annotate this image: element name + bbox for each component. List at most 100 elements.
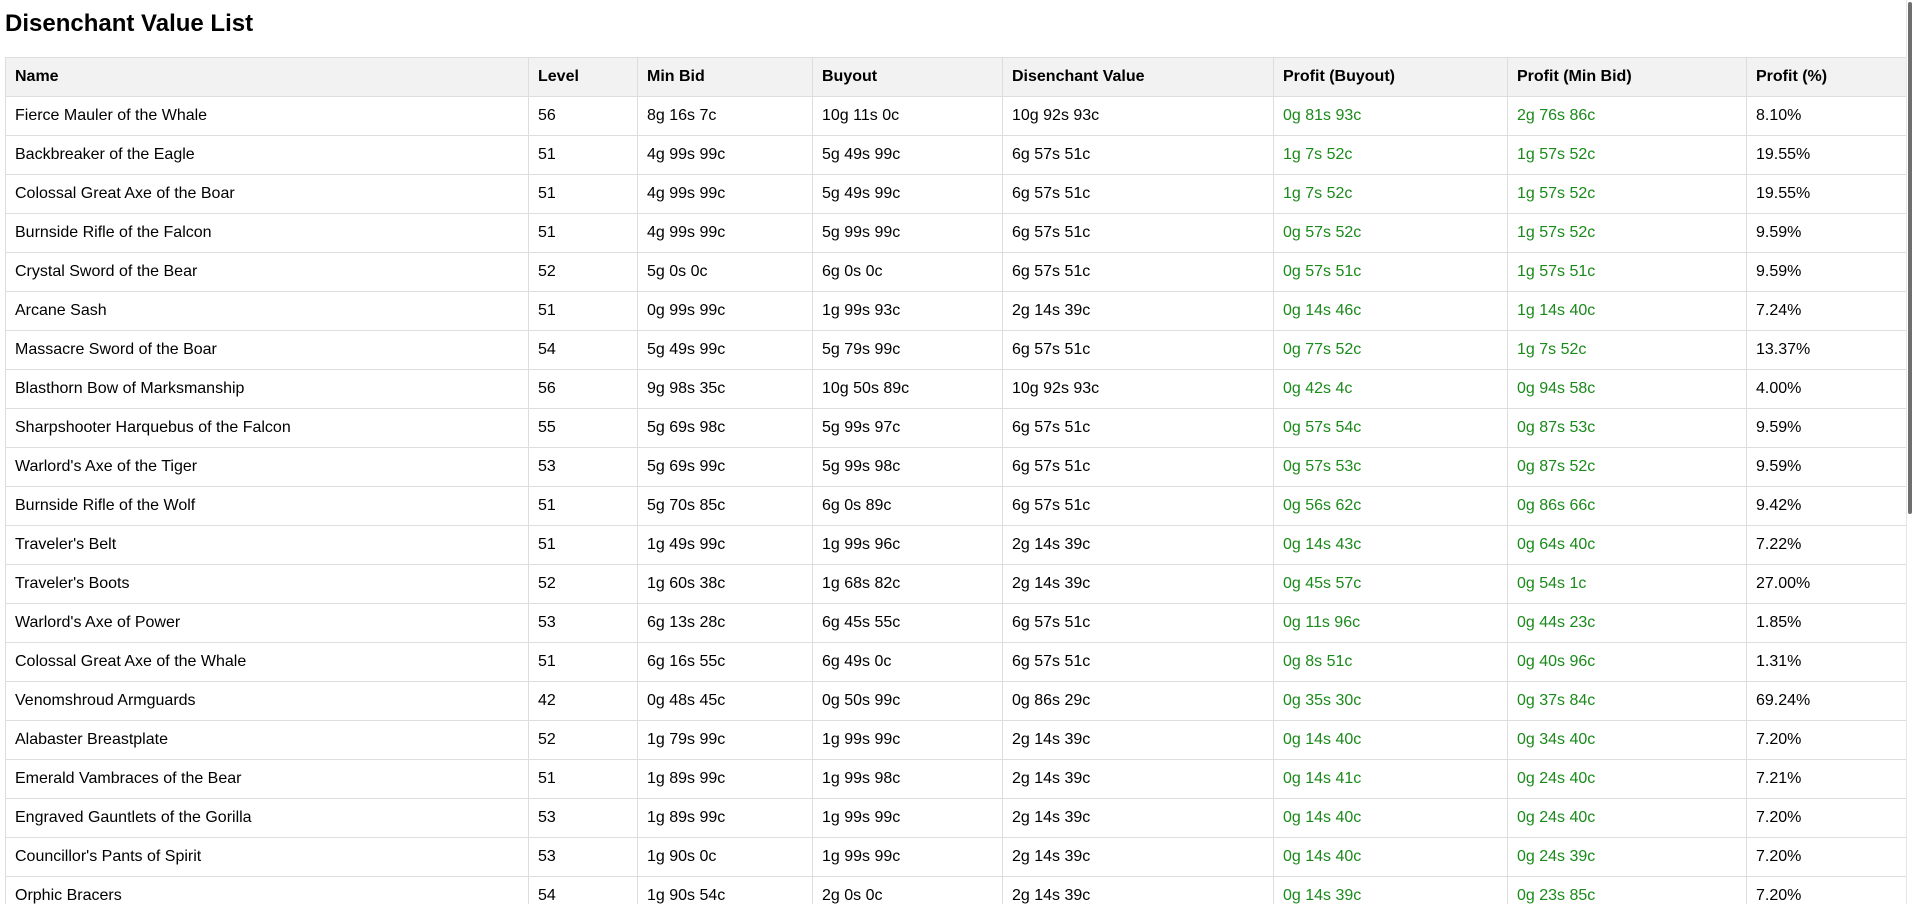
cell-buyout: 5g 99s 97c <box>812 408 1003 448</box>
disenchant-value-table: Name Level Min Bid Buyout Disenchant Val… <box>5 57 1908 904</box>
table-row[interactable]: Crystal Sword of the Bear 52 5g 0s 0c 6g 0s… <box>5 252 1908 292</box>
cell-min-bid: 1g 89s 99c <box>637 798 813 838</box>
table-row[interactable]: Arcane Sash 51 0g 99s 99c 1g 99s 93c 2g 14s … <box>5 291 1908 331</box>
cell-name: Alabaster Breastplate <box>5 720 529 760</box>
page-title: Disenchant Value List <box>5 10 254 37</box>
cell-profit-percent: 4.00% <box>1746 369 1908 409</box>
cell-min-bid: 6g 13s 28c <box>637 603 813 643</box>
cell-level: 51 <box>528 759 638 799</box>
cell-disenchant-value: 2g 14s 39c <box>1002 837 1274 877</box>
column-header-disenchant-value[interactable]: Disenchant Value <box>1002 57 1274 97</box>
cell-name: Burnside Rifle of the Falcon <box>5 213 529 253</box>
cell-name: Colossal Great Axe of the Whale <box>5 642 529 682</box>
cell-profit-buyout: 0g 35s 30c <box>1273 681 1508 721</box>
table-row[interactable]: Engraved Gauntlets of the Gorilla 53 1g 89… <box>5 798 1908 838</box>
cell-name: Warlord's Axe of Power <box>5 603 529 643</box>
scrollbar-thumb[interactable] <box>1908 2 1912 514</box>
cell-min-bid: 0g 99s 99c <box>637 291 813 331</box>
vertical-scrollbar[interactable] <box>1906 0 1915 904</box>
cell-profit-buyout: 0g 14s 39c <box>1273 876 1508 904</box>
table-row[interactable]: Traveler's Belt 51 1g 49s 99c 1g 99s 96c 2g … <box>5 525 1908 565</box>
table-row[interactable]: Backbreaker of the Eagle 51 4g 99s 99c 5g 4… <box>5 135 1908 175</box>
cell-profit-percent: 9.59% <box>1746 252 1908 292</box>
table-row[interactable]: Colossal Great Axe of the Whale 51 6g 16s … <box>5 642 1908 682</box>
cell-disenchant-value: 2g 14s 39c <box>1002 759 1274 799</box>
cell-profit-percent: 9.59% <box>1746 408 1908 448</box>
table-row[interactable]: Councillor's Pants of Spirit 53 1g 90s 0c 1… <box>5 837 1908 877</box>
cell-disenchant-value: 2g 14s 39c <box>1002 291 1274 331</box>
cell-level: 54 <box>528 876 638 904</box>
cell-profit-percent: 1.31% <box>1746 642 1908 682</box>
table-row[interactable]: Colossal Great Axe of the Boar 51 4g 99s 9… <box>5 174 1908 214</box>
cell-buyout: 10g 50s 89c <box>812 369 1003 409</box>
table-row[interactable]: Burnside Rifle of the Wolf 51 5g 70s 85c 6g… <box>5 486 1908 526</box>
cell-profit-buyout: 0g 57s 53c <box>1273 447 1508 487</box>
cell-buyout: 1g 99s 99c <box>812 720 1003 760</box>
cell-buyout: 5g 49s 99c <box>812 135 1003 175</box>
table-row[interactable]: Warlord's Axe of Power 53 6g 13s 28c 6g 45s… <box>5 603 1908 643</box>
table-row[interactable]: Emerald Vambraces of the Bear 51 1g 89s 99… <box>5 759 1908 799</box>
table-row[interactable]: Massacre Sword of the Boar 54 5g 49s 99c 5g… <box>5 330 1908 370</box>
cell-level: 42 <box>528 681 638 721</box>
table-row[interactable]: Sharpshooter Harquebus of the Falcon 55 5g… <box>5 408 1908 448</box>
cell-level: 51 <box>528 525 638 565</box>
table-row[interactable]: Burnside Rifle of the Falcon 51 4g 99s 99c… <box>5 213 1908 253</box>
cell-level: 52 <box>528 720 638 760</box>
cell-buyout: 5g 99s 99c <box>812 213 1003 253</box>
cell-min-bid: 5g 69s 98c <box>637 408 813 448</box>
column-header-level[interactable]: Level <box>528 57 638 97</box>
cell-profit-buyout: 1g 7s 52c <box>1273 135 1508 175</box>
cell-profit-min-bid: 1g 7s 52c <box>1507 330 1747 370</box>
cell-name: Arcane Sash <box>5 291 529 331</box>
cell-name: Traveler's Belt <box>5 525 529 565</box>
table-row[interactable]: Orphic Bracers 54 1g 90s 54c 2g 0s 0c 2g 14s… <box>5 876 1908 904</box>
cell-profit-buyout: 0g 42s 4c <box>1273 369 1508 409</box>
cell-profit-min-bid: 0g 24s 40c <box>1507 759 1747 799</box>
cell-profit-buyout: 0g 57s 54c <box>1273 408 1508 448</box>
cell-min-bid: 1g 90s 54c <box>637 876 813 904</box>
cell-name: Traveler's Boots <box>5 564 529 604</box>
cell-min-bid: 9g 98s 35c <box>637 369 813 409</box>
column-header-min-bid[interactable]: Min Bid <box>637 57 813 97</box>
column-header-profit-buyout[interactable]: Profit (Buyout) <box>1273 57 1508 97</box>
column-header-profit-percent[interactable]: Profit (%) <box>1746 57 1908 97</box>
cell-buyout: 1g 99s 98c <box>812 759 1003 799</box>
cell-profit-min-bid: 0g 23s 85c <box>1507 876 1747 904</box>
cell-level: 51 <box>528 213 638 253</box>
column-header-buyout[interactable]: Buyout <box>812 57 1003 97</box>
cell-profit-buyout: 0g 57s 52c <box>1273 213 1508 253</box>
cell-profit-min-bid: 0g 86s 66c <box>1507 486 1747 526</box>
cell-profit-buyout: 0g 14s 40c <box>1273 798 1508 838</box>
cell-level: 55 <box>528 408 638 448</box>
cell-level: 51 <box>528 486 638 526</box>
table-row[interactable]: Venomshroud Armguards 42 0g 48s 45c 0g 50s … <box>5 681 1908 721</box>
table-header-row: Name Level Min Bid Buyout Disenchant Val… <box>5 57 1908 97</box>
cell-level: 53 <box>528 837 638 877</box>
cell-min-bid: 4g 99s 99c <box>637 135 813 175</box>
cell-disenchant-value: 2g 14s 39c <box>1002 720 1274 760</box>
cell-profit-min-bid: 2g 76s 86c <box>1507 96 1747 136</box>
cell-profit-buyout: 0g 14s 40c <box>1273 837 1508 877</box>
cell-buyout: 1g 99s 96c <box>812 525 1003 565</box>
cell-profit-min-bid: 0g 24s 40c <box>1507 798 1747 838</box>
table-row[interactable]: Warlord's Axe of the Tiger 53 5g 69s 99c 5g… <box>5 447 1908 487</box>
column-header-profit-min-bid[interactable]: Profit (Min Bid) <box>1507 57 1747 97</box>
table-row[interactable]: Traveler's Boots 52 1g 60s 38c 1g 68s 82c 2g… <box>5 564 1908 604</box>
cell-level: 53 <box>528 603 638 643</box>
cell-level: 52 <box>528 252 638 292</box>
cell-buyout: 10g 11s 0c <box>812 96 1003 136</box>
table-row[interactable]: Alabaster Breastplate 52 1g 79s 99c 1g 99s … <box>5 720 1908 760</box>
cell-buyout: 6g 45s 55c <box>812 603 1003 643</box>
cell-buyout: 1g 99s 99c <box>812 798 1003 838</box>
table-row[interactable]: Fierce Mauler of the Whale 56 8g 16s 7c 10g… <box>5 96 1908 136</box>
cell-profit-percent: 7.21% <box>1746 759 1908 799</box>
table-body: Fierce Mauler of the Whale 56 8g 16s 7c 10g… <box>5 96 1908 904</box>
column-header-name[interactable]: Name <box>5 57 529 97</box>
cell-profit-buyout: 0g 77s 52c <box>1273 330 1508 370</box>
cell-level: 53 <box>528 798 638 838</box>
cell-level: 51 <box>528 642 638 682</box>
cell-disenchant-value: 6g 57s 51c <box>1002 174 1274 214</box>
table-row[interactable]: Blasthorn Bow of Marksmanship 56 9g 98s 35… <box>5 369 1908 409</box>
table-container[interactable]: Name Level Min Bid Buyout Disenchant Val… <box>5 57 1908 904</box>
